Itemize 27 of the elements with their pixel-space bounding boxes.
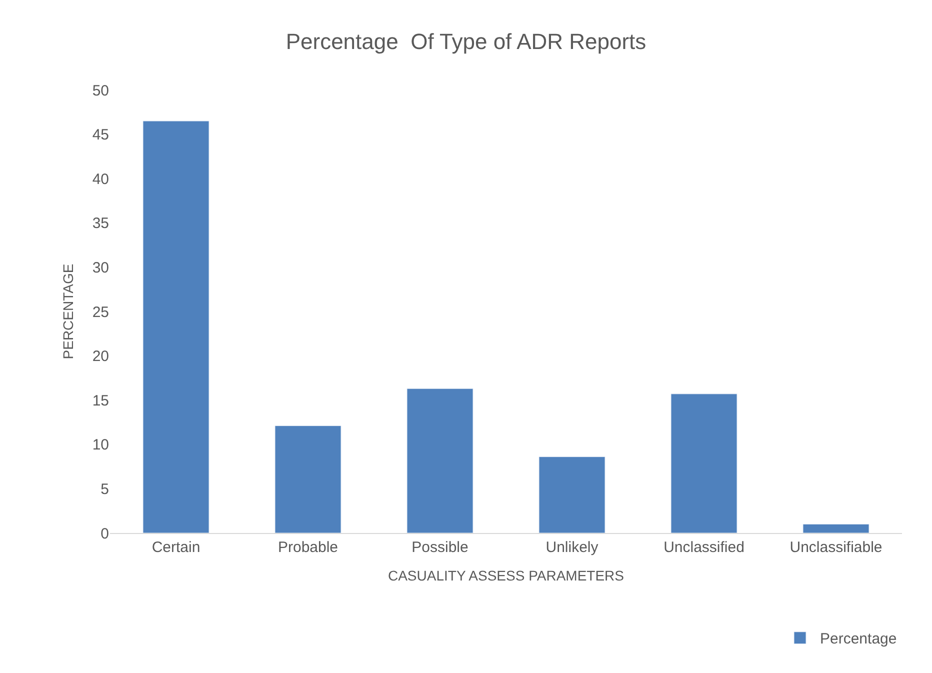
- y-tick-label: 20: [92, 348, 109, 366]
- x-axis-title: CASUALITY ASSESS PARAMETERS: [388, 567, 624, 584]
- bar: [670, 394, 738, 533]
- y-axis-title: PERCENTAGE: [60, 264, 76, 360]
- bar: [406, 388, 474, 533]
- bar: [274, 426, 342, 533]
- x-tick-label: Possible: [412, 539, 468, 556]
- y-tick-label: 5: [100, 480, 109, 498]
- y-tick-label: 0: [100, 525, 109, 542]
- x-tick-label: Unlikely: [546, 539, 599, 556]
- bar: [142, 120, 210, 533]
- y-tick-label: 25: [92, 304, 109, 321]
- x-tick-label: Unclassifiable: [790, 539, 882, 556]
- y-tick-label: 30: [92, 259, 109, 276]
- legend-label: Percentage: [820, 630, 897, 648]
- y-tick-label: 45: [92, 126, 109, 144]
- y-tick-label: 15: [92, 392, 109, 410]
- x-tick-label: Unclassified: [664, 539, 744, 556]
- bar: [802, 524, 870, 533]
- x-tick-label: Certain: [152, 539, 200, 556]
- bar: [538, 456, 606, 533]
- chart-title: Percentage Of Type of ADR Reports: [286, 29, 646, 54]
- y-tick-label: 10: [92, 436, 109, 454]
- y-tick-label: 35: [92, 215, 109, 232]
- y-tick-label: 40: [92, 170, 109, 188]
- y-tick-label: 50: [92, 82, 109, 100]
- x-tick-label: Probable: [278, 539, 338, 556]
